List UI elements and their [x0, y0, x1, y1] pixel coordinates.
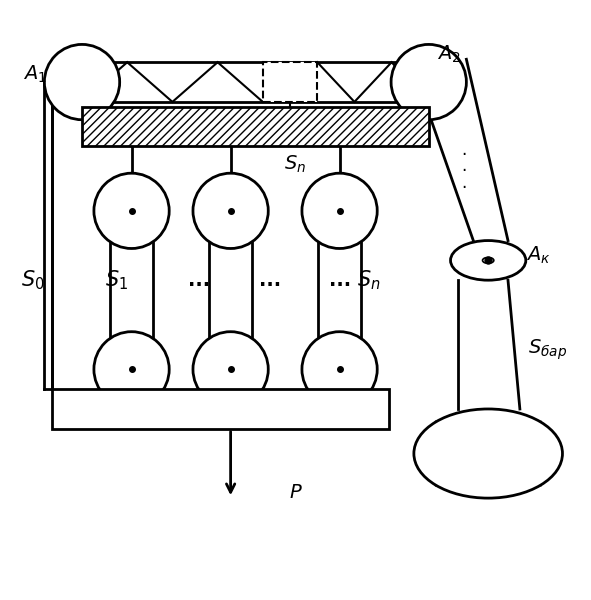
Text: $S_n$: $S_n$ — [358, 268, 381, 292]
Bar — [53, 389, 389, 429]
Bar — [82, 107, 428, 146]
Ellipse shape — [482, 257, 494, 263]
Circle shape — [94, 332, 169, 407]
Bar — [82, 107, 428, 146]
Text: $S_0$: $S_0$ — [21, 268, 44, 292]
Circle shape — [302, 173, 377, 248]
Circle shape — [302, 332, 377, 407]
Text: $S_{бар}$: $S_{бар}$ — [528, 337, 567, 362]
Text: $A_к$: $A_к$ — [526, 245, 550, 266]
Text: $A_2$: $A_2$ — [437, 44, 460, 65]
Text: $P$: $P$ — [289, 483, 303, 502]
Text: $A_1$: $A_1$ — [22, 64, 46, 85]
Text: $S_1$: $S_1$ — [105, 268, 128, 292]
Text: ...: ... — [188, 271, 210, 290]
Text: ...: ... — [329, 271, 350, 290]
Circle shape — [193, 173, 268, 248]
Text: .
.
.: . . . — [461, 140, 466, 192]
Text: ...: ... — [259, 271, 281, 290]
Bar — [263, 62, 317, 102]
Circle shape — [94, 173, 169, 248]
Ellipse shape — [450, 241, 526, 280]
Circle shape — [44, 44, 119, 120]
Circle shape — [193, 332, 268, 407]
Text: $S_n$: $S_n$ — [284, 154, 306, 175]
Ellipse shape — [414, 409, 563, 498]
Circle shape — [391, 44, 466, 120]
